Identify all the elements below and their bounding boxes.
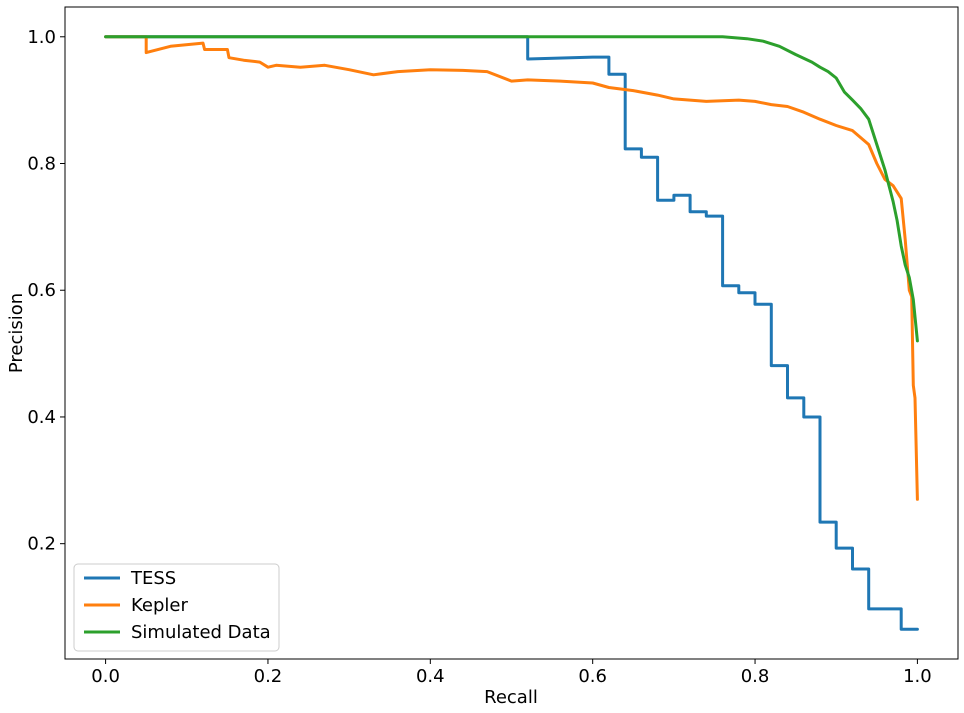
series-line-simulated-data (104, 35, 919, 343)
x-axis-label: Recall (484, 687, 538, 708)
x-axis: 0.0 0.2 0.4 0.6 0.8 1.0 (91, 659, 932, 687)
x-tick-label: 0.4 (416, 666, 445, 687)
series-line-tess (104, 35, 919, 631)
legend-box (73, 563, 280, 652)
series-layer (104, 35, 919, 631)
plot-area (64, 6, 959, 660)
y-tick-label: 0.8 (27, 154, 56, 175)
x-tick-label: 1.0 (903, 666, 932, 687)
y-tick-label: 0.6 (27, 280, 56, 301)
legend: TESS Kepler Simulated Data (73, 563, 280, 652)
y-tick-label: 1.0 (27, 27, 56, 48)
y-axis-label: Precision (6, 293, 27, 373)
legend-label: Kepler (131, 595, 188, 616)
x-tick-label: 0.6 (578, 666, 607, 687)
x-tick-label: 0.8 (741, 666, 770, 687)
legend-label: TESS (130, 568, 176, 589)
x-tick-label: 0.0 (91, 666, 120, 687)
legend-label: Simulated Data (131, 622, 271, 643)
x-tick-label: 0.2 (254, 666, 283, 687)
y-tick-label: 0.2 (27, 534, 56, 555)
y-tick-label: 0.4 (27, 407, 56, 428)
y-axis: 0.2 0.4 0.6 0.8 1.0 (27, 27, 65, 555)
